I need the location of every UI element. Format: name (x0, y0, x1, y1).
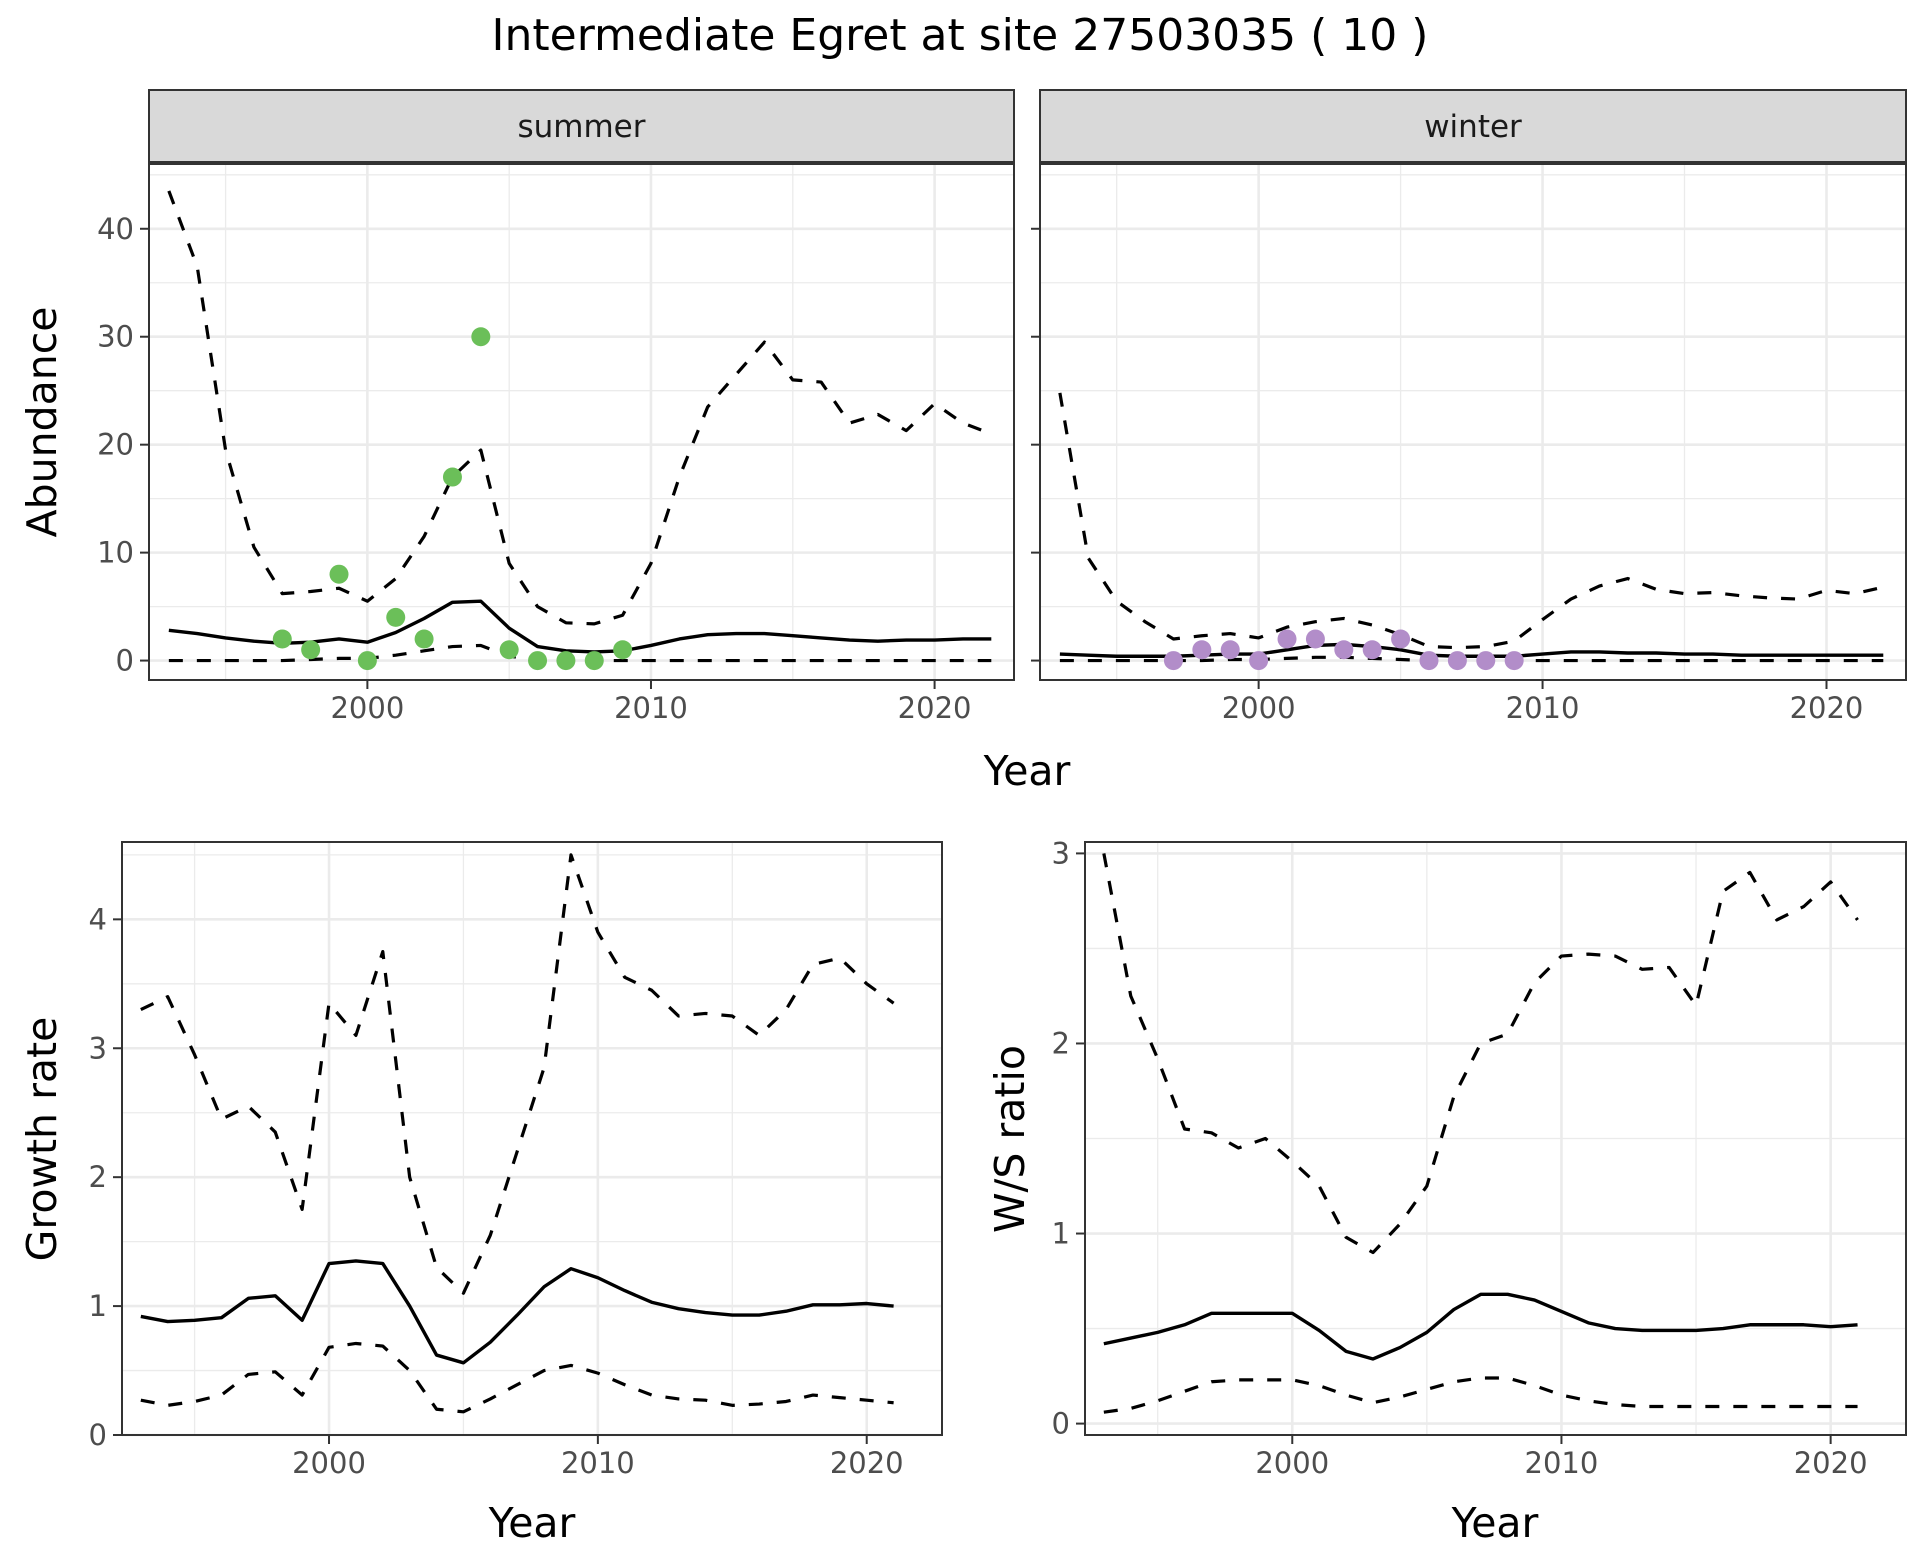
ws-ratio-y-tick-label: 1 (1052, 1217, 1070, 1251)
abundance-summer-upper-ci-line (167, 190, 992, 626)
abundance-winter-x-tick-label: 2010 (1506, 691, 1580, 725)
ws-ratio-chart: 2000 2010 2020 0 1 2 3 W/S ratio Year (986, 836, 1907, 1547)
abundance-summer-observed-point (442, 467, 462, 487)
facet-border-summer (148, 163, 1015, 681)
ws-ratio-y-tick-label: 0 (1052, 1407, 1070, 1441)
facet-strip-label-winter: winter (1424, 109, 1522, 145)
ws-ratio-fit-line (1103, 1292, 1858, 1361)
ws-ratio-upper-ci-line (1102, 853, 1859, 1255)
abundance-winter-observed-point (1220, 640, 1240, 660)
abundance-winter-observed-point (1192, 640, 1212, 660)
abundance-winter-upper-ci-line (1058, 392, 1884, 650)
abundance-summer-observed-point (386, 607, 406, 627)
growth-rate-x-tick-label: 2000 (292, 1446, 366, 1480)
ws-ratio-lower-ci-line (1103, 1376, 1858, 1414)
abundance-summer-x-tick-label: 2010 (614, 691, 688, 725)
abundance-summer-observed-point (613, 640, 633, 660)
abundance-summer-fit-line (168, 599, 992, 654)
abundance-summer-y-tick-label: 40 (97, 212, 134, 246)
abundance-summer-observed-point (471, 327, 491, 347)
facet-border-winter (1039, 163, 1907, 681)
figure-title: Intermediate Egret at site 27503035 ( 10… (492, 10, 1429, 61)
abundance-summer-x-tick-label: 2020 (898, 691, 972, 725)
facet-strip-summer (148, 89, 1015, 163)
abundance-chart: summer 2000 2010 2020 0 10 20 30 40 winter 2000 201… (18, 89, 1907, 795)
facet-strip-label-summer: summer (517, 109, 645, 145)
abundance-winter-observed-point (1277, 629, 1297, 649)
ws-ratio-x-tick-label: 2020 (1794, 1446, 1868, 1480)
abundance-summer-observed-point (301, 640, 321, 660)
abundance-x-axis-title: Year (983, 747, 1071, 795)
growth-rate-x-tick-label: 2010 (561, 1446, 635, 1480)
growth-rate-x-tick-label: 2020 (830, 1446, 904, 1480)
facet-strip-winter (1039, 89, 1907, 163)
abundance-winter-observed-point (1334, 640, 1354, 660)
growth-rate-y-tick-label: 0 (89, 1418, 107, 1452)
abundance-winter-observed-point (1163, 651, 1183, 671)
abundance-summer-y-tick-label: 10 (97, 536, 134, 570)
abundance-summer-observed-point (272, 629, 292, 649)
abundance-winter-observed-point (1391, 629, 1411, 649)
abundance-summer-observed-point (499, 640, 519, 660)
abundance-summer-observed-point (584, 651, 604, 671)
ws-ratio-x-tick-label: 2010 (1525, 1446, 1599, 1480)
abundance-winter-x-tick-label: 2000 (1222, 691, 1296, 725)
growth-rate-upper-ci-line (140, 853, 895, 1295)
growth-rate-fit-line (140, 1259, 894, 1365)
growth-rate-y-tick-label: 2 (89, 1160, 107, 1194)
abundance-summer-observed-point (329, 564, 349, 584)
ws-ratio-panel-border (1084, 841, 1907, 1436)
abundance-winter-observed-point (1447, 651, 1467, 671)
abundance-summer-x-tick-label: 2000 (330, 691, 404, 725)
abundance-winter-observed-point (1476, 651, 1496, 671)
abundance-summer-y-tick-label: 30 (97, 320, 134, 354)
facet-summer: summer 2000 2010 2020 0 10 20 30 40 (97, 89, 1015, 725)
growth-rate-panel-border (121, 841, 943, 1436)
abundance-winter-observed-point (1362, 640, 1382, 660)
growth-rate-y-axis-title: Growth rate (18, 1017, 66, 1262)
growth-rate-x-axis-title: Year (488, 1499, 576, 1547)
abundance-winter-observed-point (1419, 651, 1439, 671)
growth-rate-y-tick-label: 4 (89, 902, 107, 936)
growth-rate-lower-ci-line (140, 1341, 894, 1414)
ws-ratio-y-axis-title: W/S ratio (986, 1045, 1034, 1233)
abundance-summer-observed-point (528, 651, 548, 671)
ws-ratio-y-tick-label: 2 (1052, 1026, 1070, 1060)
abundance-winter-observed-point (1504, 651, 1524, 671)
abundance-winter-x-tick-label: 2020 (1790, 691, 1864, 725)
abundance-summer-observed-point (414, 629, 434, 649)
ws-ratio-y-tick-label: 3 (1052, 836, 1070, 870)
growth-rate-chart: 2000 2010 2020 0 1 2 3 4 Growth rate Year (18, 841, 943, 1547)
growth-rate-y-tick-label: 3 (89, 1031, 107, 1065)
abundance-winter-observed-point (1305, 629, 1325, 649)
growth-rate-y-tick-label: 1 (89, 1289, 107, 1323)
abundance-summer-y-tick-label: 0 (116, 644, 134, 678)
abundance-y-axis-title: Abundance (18, 307, 66, 538)
ws-ratio-x-axis-title: Year (1451, 1499, 1539, 1547)
abundance-summer-observed-point (556, 651, 576, 671)
abundance-summer-y-tick-label: 20 (97, 428, 134, 462)
abundance-winter-observed-point (1249, 651, 1269, 671)
facet-winter: winter 2000 2010 2020 (1031, 89, 1907, 725)
abundance-summer-observed-point (357, 651, 377, 671)
ws-ratio-x-tick-label: 2000 (1255, 1446, 1329, 1480)
